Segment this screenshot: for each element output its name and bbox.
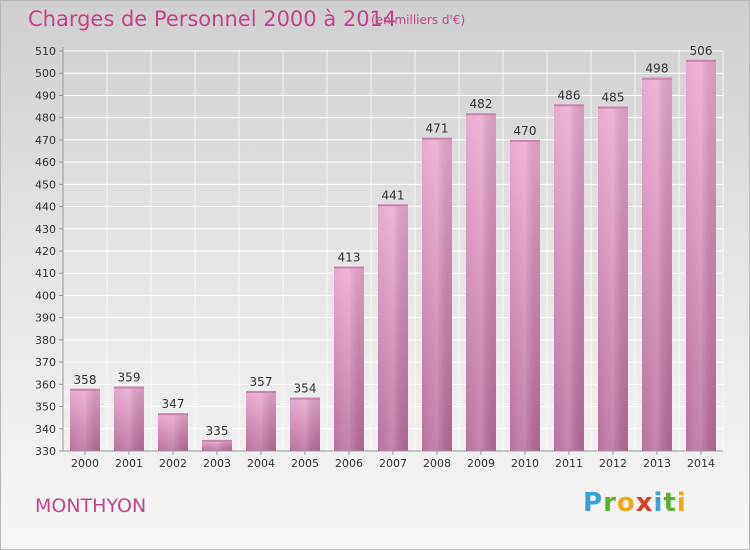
x-tick-label: 2007 bbox=[379, 457, 407, 470]
bar-top bbox=[422, 137, 452, 140]
x-tick-label: 2014 bbox=[687, 457, 715, 470]
bar-shine bbox=[158, 413, 188, 451]
bar-shine bbox=[202, 439, 232, 451]
bar-top bbox=[158, 413, 188, 416]
bar-shine bbox=[70, 388, 100, 451]
y-tick-label: 340 bbox=[35, 423, 56, 436]
proxiti-logo[interactable]: Proxiti bbox=[583, 488, 687, 518]
y-tick-label: 510 bbox=[35, 45, 56, 58]
x-tick-label: 2008 bbox=[423, 457, 451, 470]
bar-top bbox=[598, 106, 628, 109]
bar-shine bbox=[466, 113, 496, 451]
bar-top bbox=[378, 204, 408, 207]
bar-value-label: 498 bbox=[646, 62, 669, 76]
bar-shine bbox=[598, 106, 628, 452]
bar-value-label: 506 bbox=[690, 44, 713, 58]
logo-letter: o bbox=[616, 488, 636, 518]
chart-subtitle: (en milliers d'€) bbox=[371, 13, 466, 27]
bar-value-label: 482 bbox=[470, 97, 493, 111]
bar-value-label: 413 bbox=[338, 251, 361, 265]
label-layer: 358 359 347 335 357 354 413 441 471 482 470 486 485 4… bbox=[74, 44, 713, 438]
y-tick-label: 460 bbox=[35, 156, 56, 169]
bar-value-label: 354 bbox=[294, 382, 317, 396]
y-tick-label: 420 bbox=[35, 245, 56, 258]
town-name: MONTHYON bbox=[35, 495, 147, 517]
y-tick-label: 370 bbox=[35, 356, 56, 369]
logo-letter: P bbox=[583, 488, 604, 518]
y-tick-label: 450 bbox=[35, 178, 56, 191]
bar-top bbox=[114, 386, 144, 389]
y-tick-label: 360 bbox=[35, 378, 56, 391]
bar-shine bbox=[334, 266, 364, 451]
y-tick-label: 380 bbox=[35, 334, 56, 347]
bar-shine bbox=[422, 137, 452, 451]
bar-top bbox=[510, 139, 540, 142]
x-tick-label: 2000 bbox=[71, 457, 99, 470]
y-tick-label: 470 bbox=[35, 134, 56, 147]
x-tick-label: 2006 bbox=[335, 457, 363, 470]
bar-value-label: 471 bbox=[426, 122, 449, 136]
x-tick-label: 2001 bbox=[115, 457, 143, 470]
logo-letter: r bbox=[603, 488, 617, 518]
bar-top bbox=[290, 397, 320, 400]
y-tick-label: 400 bbox=[35, 289, 56, 302]
bar-top bbox=[554, 104, 584, 107]
bar-value-label: 441 bbox=[382, 188, 405, 202]
bar-value-label: 359 bbox=[118, 371, 141, 385]
y-tick-label: 490 bbox=[35, 89, 56, 102]
bar-value-label: 357 bbox=[250, 375, 273, 389]
bar-top bbox=[202, 439, 232, 442]
y-tick-label: 350 bbox=[35, 401, 56, 414]
bar-top bbox=[334, 266, 364, 269]
bar-shine bbox=[510, 139, 540, 451]
x-tick-label: 2002 bbox=[159, 457, 187, 470]
logo-letter: i bbox=[653, 488, 664, 518]
x-tick-label: 2005 bbox=[291, 457, 319, 470]
bar-top bbox=[466, 113, 496, 116]
bar-shine bbox=[642, 77, 672, 452]
bar-top bbox=[70, 388, 100, 391]
x-tick-label: 2011 bbox=[555, 457, 583, 470]
y-tick-label: 480 bbox=[35, 112, 56, 125]
bar-value-label: 485 bbox=[602, 91, 625, 105]
logo-letter: x bbox=[635, 488, 654, 518]
bar-layer bbox=[70, 59, 716, 452]
bar-value-label: 358 bbox=[74, 373, 97, 387]
bar-value-label: 470 bbox=[514, 124, 537, 138]
y-tick-label: 500 bbox=[35, 67, 56, 80]
x-tick-label: 2012 bbox=[599, 457, 627, 470]
x-tick-label: 2004 bbox=[247, 457, 275, 470]
bar-value-label: 335 bbox=[206, 424, 229, 438]
y-tick-label: 440 bbox=[35, 201, 56, 214]
bar-value-label: 486 bbox=[558, 88, 581, 102]
axis-layer: 330 340 350 360 370 380 390 400 410 420 430 440 450 4… bbox=[35, 45, 723, 470]
x-tick-label: 2009 bbox=[467, 457, 495, 470]
bar-shine bbox=[378, 204, 408, 451]
bar-top bbox=[686, 59, 716, 62]
bar-value-label: 347 bbox=[162, 397, 185, 411]
x-tick-label: 2003 bbox=[203, 457, 231, 470]
bar-top bbox=[246, 391, 276, 393]
logo-letter: i bbox=[676, 488, 687, 518]
y-tick-label: 390 bbox=[35, 312, 56, 325]
y-tick-label: 410 bbox=[35, 267, 56, 280]
chart-title: Charges de Personnel 2000 à 2014 bbox=[28, 7, 397, 31]
logo-letter: t bbox=[663, 488, 677, 518]
x-tick-label: 2010 bbox=[511, 457, 539, 470]
bar-shine bbox=[290, 397, 320, 451]
x-tick-label: 2013 bbox=[643, 457, 671, 470]
y-tick-label: 330 bbox=[35, 445, 56, 458]
bar-shine bbox=[554, 104, 584, 451]
y-tick-label: 430 bbox=[35, 223, 56, 236]
bar-shine bbox=[246, 391, 276, 451]
bar-shine bbox=[114, 386, 144, 451]
bar-shine bbox=[686, 59, 716, 452]
bar-top bbox=[642, 77, 672, 80]
